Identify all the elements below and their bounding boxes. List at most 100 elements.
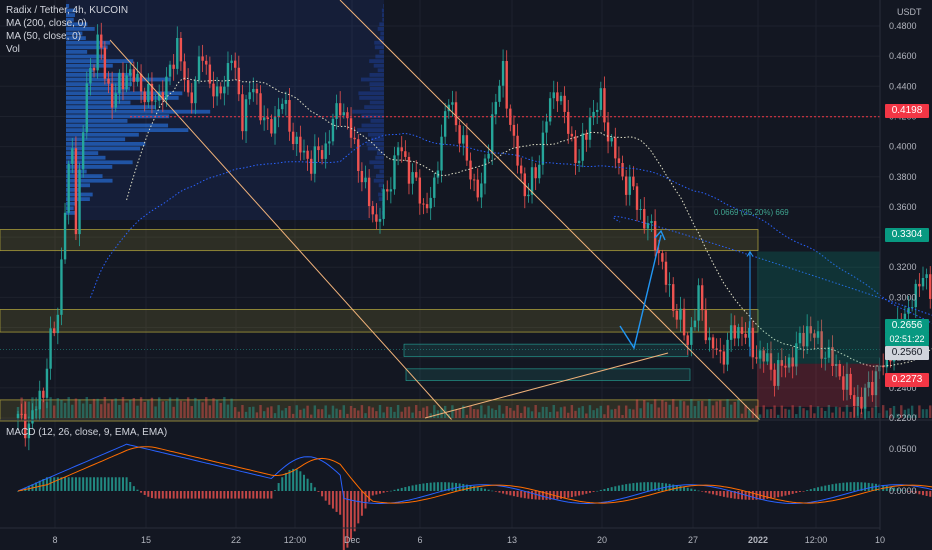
candle-body-111 — [418, 177, 422, 204]
macd-hist-48 — [190, 491, 193, 499]
profile-bar-13 — [66, 63, 113, 68]
ma200-line[interactable]: MA (200, close, 0) — [6, 18, 87, 29]
macd-hist-155 — [578, 491, 581, 496]
profile-bar-r-38 — [373, 178, 384, 183]
macd-hist-126 — [473, 486, 476, 491]
candle-body-224 — [827, 347, 831, 358]
profile-bar-1 — [66, 8, 76, 13]
macd-hist-130 — [487, 489, 490, 491]
profile-bar-r-14 — [377, 68, 384, 73]
projection-arrow — [654, 229, 666, 241]
volume-bar-33 — [136, 405, 139, 418]
volume-bar-242 — [892, 405, 896, 418]
macd-hist-190 — [704, 491, 707, 493]
candle-body-225 — [831, 347, 834, 366]
volume-bar-168 — [624, 405, 628, 418]
macd-hist-38 — [154, 491, 157, 499]
macd-hist-163 — [607, 488, 610, 491]
zone-2 — [0, 399, 759, 422]
profile-bar-r-29 — [370, 137, 384, 142]
macd-hist-153 — [570, 491, 573, 498]
volume-bar-125 — [469, 405, 472, 418]
candle-body-138 — [516, 135, 519, 166]
grid — [0, 0, 881, 528]
macd-hist-203 — [751, 491, 754, 500]
macd-hist-142 — [531, 491, 534, 500]
macd-line-label[interactable]: MACD (12, 26, close, 9, EMA, EMA) — [6, 427, 168, 438]
profile-bar-r-4 — [379, 22, 384, 27]
macd-hist-141 — [527, 491, 530, 499]
macd-hist-27 — [114, 477, 117, 491]
candle-body-99 — [375, 214, 378, 222]
macd-hist-204 — [755, 491, 758, 500]
macd-hist-150 — [560, 491, 562, 499]
candle-body-112 — [422, 203, 425, 205]
macd-hist-151 — [563, 491, 566, 499]
macd-hist-67 — [259, 491, 262, 499]
candle-body-19 — [85, 83, 88, 133]
macd-hist-62 — [241, 491, 244, 499]
volume-bar-45 — [179, 400, 183, 418]
profile-bar-r-6 — [380, 31, 384, 36]
volume-bar-18 — [81, 403, 85, 418]
candle-body-120 — [451, 102, 454, 105]
candle-body-251 — [925, 274, 928, 279]
candle-body-247 — [910, 307, 914, 309]
candle-body-237 — [874, 371, 878, 396]
volume-bar-157 — [585, 413, 588, 418]
candle-body-74 — [284, 100, 288, 104]
macd-hist-133 — [498, 491, 501, 493]
volume-bar-13 — [63, 402, 67, 418]
volume-bar-235 — [867, 411, 870, 418]
macd-hist-188 — [697, 490, 700, 492]
channel-lower — [109, 39, 453, 421]
macd-hist-18 — [82, 477, 85, 491]
macd-hist-28 — [118, 477, 121, 491]
volume-bar-251 — [925, 409, 928, 418]
volume-bar-7 — [42, 400, 45, 418]
profile-bar-r-27 — [357, 128, 384, 132]
macd-legend: MACD (12, 26, close, 9, EMA, EMA) — [6, 426, 167, 439]
volume-bar-167 — [621, 414, 624, 418]
macd-hist-244 — [900, 489, 903, 491]
macd-hist-154 — [574, 491, 577, 497]
volume-bar-115 — [433, 405, 436, 418]
profile-bar-14 — [66, 68, 95, 73]
volume-bar-17 — [78, 399, 81, 418]
candle-body-8 — [45, 368, 49, 398]
macd-hist-56 — [219, 491, 222, 499]
volume-bar-143 — [534, 405, 537, 418]
volume-bar-101 — [382, 412, 385, 418]
candle-body-51 — [201, 56, 204, 61]
stop-tag: 0.2273 — [885, 373, 929, 387]
macd-hist-9 — [49, 477, 52, 491]
macd-hist-180 — [668, 483, 671, 491]
candle-body-216 — [798, 332, 802, 344]
ma50-line[interactable]: MA (50, close, 0) — [6, 31, 82, 42]
candle-body-233 — [860, 396, 863, 409]
candle-body-234 — [863, 387, 867, 409]
volume-bar-35 — [143, 401, 146, 418]
macd-hist-58 — [226, 491, 229, 499]
vol-line[interactable]: Vol — [6, 44, 20, 55]
volume-bar-42 — [168, 397, 172, 418]
candle-body-115 — [433, 177, 436, 198]
volume-bar-175 — [650, 404, 653, 418]
volume-bar-170 — [632, 409, 635, 418]
volume-bar-220 — [813, 413, 816, 418]
profile-bar-18 — [66, 86, 131, 91]
volume-bar-20 — [89, 404, 92, 418]
candle-body-50 — [197, 56, 201, 81]
macd-hist-10 — [53, 477, 56, 491]
volume-bar-172 — [639, 408, 642, 418]
time-tick-7: 20 — [597, 535, 607, 545]
volume-bar-247 — [910, 405, 914, 418]
profile-bar-r-30 — [366, 142, 384, 146]
price-tick-9: 0.3000 — [889, 292, 917, 302]
macd-hist-116 — [436, 482, 439, 491]
candle-body-151 — [563, 95, 566, 112]
profile-bar-8 — [66, 40, 111, 45]
profile-bar-4 — [66, 22, 88, 27]
symbol-line[interactable]: Radix / Tether, 4h, KUCOIN — [6, 5, 129, 16]
